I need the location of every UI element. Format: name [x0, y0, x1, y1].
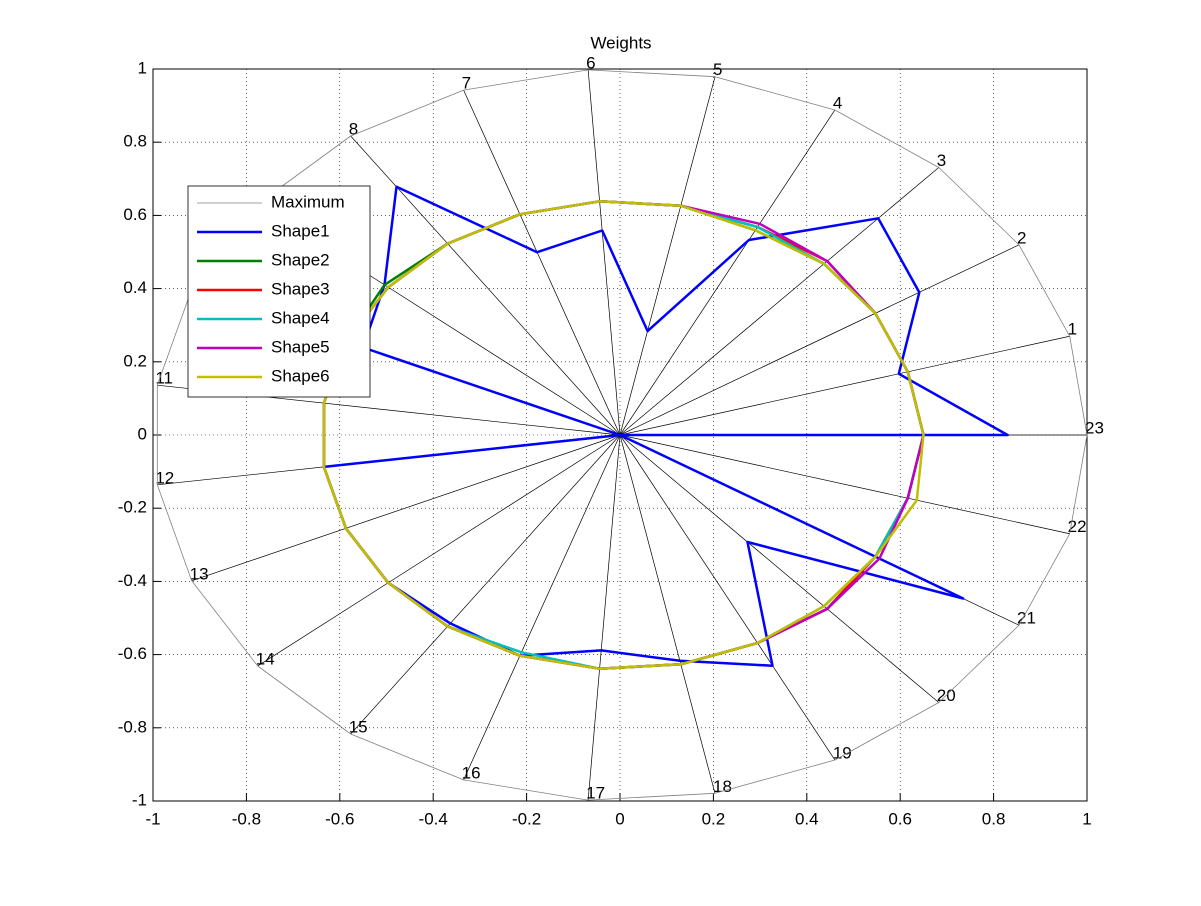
x-tick-label: 0.8 [982, 809, 1006, 828]
spoke [619, 434, 1070, 535]
legend-label: Shape1 [271, 221, 330, 240]
spoke-label: 1 [1068, 320, 1077, 339]
chart-title: Weights [590, 33, 651, 52]
legend-box [187, 185, 371, 398]
spoke-label: 16 [462, 763, 481, 782]
y-tick-label: -0.2 [118, 498, 147, 517]
spoke-label: 21 [1017, 609, 1036, 628]
legend-label: Shape6 [271, 366, 330, 385]
spoke-label: 14 [256, 649, 275, 668]
y-tick-label: -0.8 [118, 717, 147, 736]
spoke [619, 244, 1020, 436]
legend-label: Shape4 [271, 308, 330, 327]
spoke-label: 5 [713, 60, 722, 79]
maximum-line [156, 69, 1088, 801]
x-tick-label: 0.6 [888, 809, 912, 828]
spoke [587, 434, 621, 801]
y-tick-label: 0.4 [123, 278, 147, 297]
spoke [619, 76, 716, 436]
spoke-label: 22 [1068, 517, 1087, 536]
spoke-label: 18 [713, 777, 732, 796]
legend-label: Shape5 [271, 337, 330, 356]
y-tick-label: 0 [138, 424, 147, 443]
y-tick-label: 0.6 [123, 205, 147, 224]
spoke-label: 4 [833, 94, 842, 113]
spoke [463, 434, 621, 781]
y-tick-label: 1 [138, 58, 147, 77]
legend-label: Maximum [271, 192, 345, 211]
y-tick-label: 0.8 [123, 132, 147, 151]
x-tick-label: 0 [615, 809, 624, 828]
spoke [350, 434, 621, 735]
x-tick-label: -0.4 [419, 809, 448, 828]
y-tick-label: -1 [132, 790, 147, 809]
spoke-label: 7 [462, 74, 471, 93]
spoke-label: 8 [349, 119, 358, 138]
spoke [619, 434, 836, 761]
spoke [619, 167, 939, 436]
spoke-label: 19 [833, 743, 852, 762]
y-tick-label: -0.4 [118, 571, 147, 590]
spoke [350, 135, 621, 436]
spoke-label: 3 [937, 151, 946, 170]
x-tick-label: -0.8 [232, 809, 261, 828]
y-tick-label: -0.6 [118, 644, 147, 663]
spoke-label: 23 [1085, 418, 1104, 437]
spoke-label: 12 [155, 468, 174, 487]
spoke [619, 335, 1070, 436]
x-tick-label: -0.2 [512, 809, 541, 828]
spoke-label: 2 [1017, 228, 1026, 247]
spoke-label: 17 [586, 784, 605, 803]
spoke [587, 69, 621, 436]
x-tick-label: 1 [1082, 809, 1091, 828]
spoke-label: 15 [349, 717, 368, 736]
spoke-label: 11 [155, 369, 173, 388]
shape-line [322, 200, 925, 670]
spoke-label: 6 [586, 53, 595, 72]
x-tick-label: -1 [145, 809, 160, 828]
legend-label: Shape2 [271, 250, 330, 269]
x-tick-label: 0.4 [795, 809, 819, 828]
x-tick-label: -0.6 [325, 809, 354, 828]
spoke-label: 13 [190, 564, 209, 583]
spoke [619, 434, 939, 703]
spoke [619, 434, 716, 794]
spoke [191, 434, 621, 582]
y-tick-label: 0.2 [123, 351, 147, 370]
spoke [257, 434, 621, 667]
legend-label: Shape3 [271, 279, 330, 298]
spoke [619, 109, 836, 436]
spoke [463, 89, 621, 436]
x-tick-label: 0.2 [702, 809, 726, 828]
